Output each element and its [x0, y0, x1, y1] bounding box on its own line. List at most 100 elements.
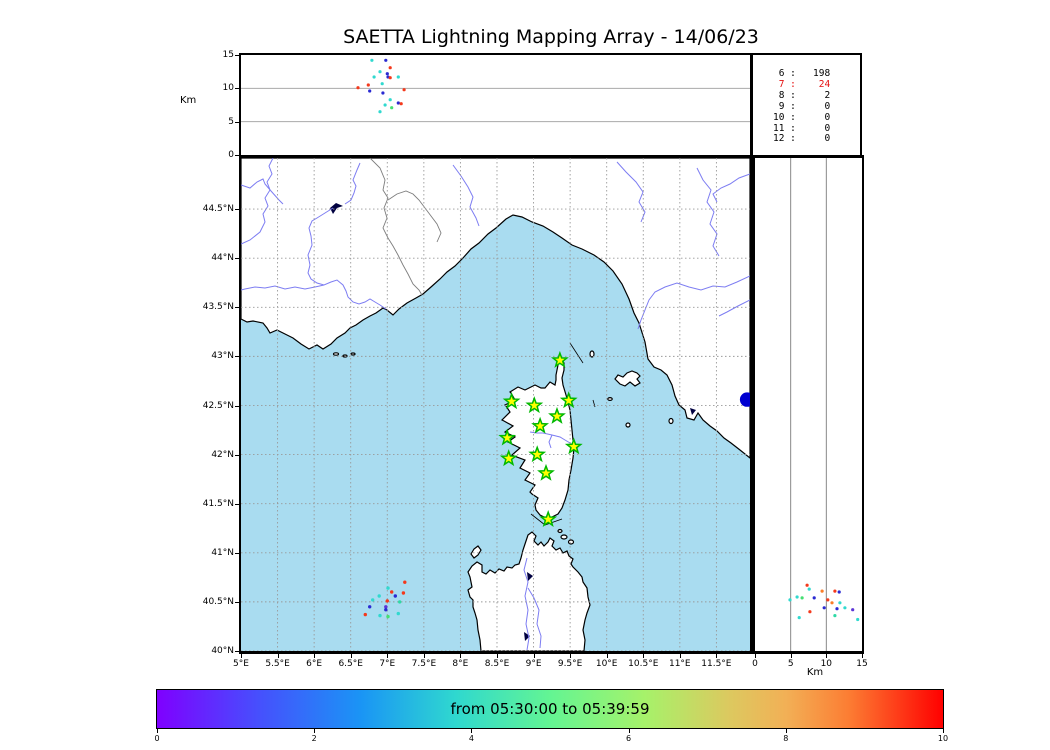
lat-tick-label: 40°N — [211, 646, 234, 656]
right-km-tick-label: 0 — [752, 659, 758, 669]
lon-tick-label: 11°E — [668, 659, 691, 669]
lon-tick — [460, 654, 462, 658]
mainland-landmass — [241, 158, 750, 459]
alt-tick — [235, 55, 239, 56]
lon-tick — [679, 654, 681, 658]
lat-tick — [235, 454, 239, 456]
altitude-scatter-plot — [241, 58, 750, 123]
time-colorbar: from 05:30:00 to 05:39:59 — [156, 689, 944, 729]
pianosa-island — [607, 397, 613, 402]
lat-tick — [235, 307, 239, 309]
capraia-island — [589, 350, 595, 358]
lon-tick-label: 7.5°E — [411, 659, 437, 669]
lon-tick-label: 8°E — [452, 659, 469, 669]
page-title: SAETTA Lightning Mapping Array - 14/06/2… — [343, 26, 759, 48]
alt-tick — [235, 155, 239, 156]
lat-tick-label: 41°N — [211, 547, 234, 558]
colorbar-tick-label: 2 — [311, 734, 317, 743]
lat-tick — [235, 503, 239, 505]
lat-tick — [235, 209, 239, 211]
colorbar-tick-label: 6 — [626, 734, 632, 743]
lon-tick-label: 9.5°E — [557, 659, 583, 669]
lma-station-star — [537, 463, 555, 481]
lon-tick-label: 9°E — [525, 659, 542, 669]
lma-station-star — [498, 428, 517, 446]
lon-tick-label: 5.5°E — [265, 659, 290, 669]
lma-station-star — [531, 416, 550, 434]
sardinia-landmass — [467, 531, 591, 651]
lon-tick — [497, 654, 498, 658]
colorbar-tick-label: 10 — [937, 734, 949, 743]
lon-tick — [606, 654, 608, 658]
station-count-row: 11 : 0 — [773, 122, 831, 134]
hyeres-island — [350, 352, 356, 356]
colorbar-tick — [157, 729, 158, 733]
station-count-row: 7 : 24 — [773, 78, 831, 90]
lma-station-star — [550, 350, 569, 368]
colorbar-tick — [943, 729, 944, 733]
lat-tick-label: 41.5°N — [202, 498, 234, 509]
lat-tick-label: 40.5°N — [202, 596, 234, 607]
blue-marker — [739, 392, 750, 407]
right-km-tick — [826, 654, 828, 658]
lon-tick — [643, 654, 645, 658]
lon-tick — [716, 654, 718, 658]
lat-tick-label: 43.5°N — [202, 302, 234, 313]
lon-tick-label: 7°E — [379, 659, 396, 669]
right-km-tick — [862, 654, 863, 658]
rivers — [241, 158, 750, 651]
alt-tick — [235, 121, 239, 123]
lon-tick-label: 6°E — [306, 659, 323, 669]
station-count-row: 9 : 0 — [773, 100, 831, 112]
colorbar-time-range-label: from 05:30:00 to 05:39:59 — [450, 700, 650, 718]
right-km-tick-label: 15 — [856, 659, 868, 669]
sardinia-lake — [524, 632, 530, 641]
colorbar-tick-label: 8 — [783, 734, 789, 743]
orbetello-lagoon — [690, 408, 696, 415]
right-km-tick-label: 5 — [787, 659, 794, 669]
lon-tick — [314, 654, 316, 658]
alt-tick — [235, 88, 239, 90]
alpine-lake — [330, 203, 343, 214]
colorbar-tick-label: 4 — [468, 734, 474, 743]
lon-tick-label: 5°E — [233, 659, 249, 669]
lakes — [330, 203, 696, 641]
lat-tick-label: 42°N — [211, 449, 234, 460]
lat-tick — [235, 356, 239, 358]
asinara-island — [470, 545, 482, 559]
giglio-island — [668, 417, 674, 425]
lma-station-star — [564, 437, 583, 455]
lma-stations — [498, 350, 583, 527]
maddalena-island — [560, 534, 568, 540]
lat-tick-label: 42.5°N — [202, 400, 234, 411]
lon-tick — [350, 654, 352, 658]
altitude-lat-scatter-plot — [788, 158, 860, 651]
colorbar-tick — [314, 729, 316, 733]
lat-tick-label: 44.5°N — [202, 204, 234, 215]
right-km-tick-label: 10 — [820, 659, 833, 669]
lon-tick-label: 10.5°E — [628, 659, 659, 669]
lma-station-star — [559, 391, 578, 409]
colorbar-tick — [628, 729, 630, 733]
alt-tick-label: 5 — [228, 116, 234, 127]
right-km-tick — [755, 654, 756, 658]
right-km-tick — [790, 654, 792, 658]
lma-station-star — [499, 449, 518, 467]
lat-tick — [235, 258, 239, 260]
colorbar-tick-label: 0 — [154, 734, 160, 743]
lma-station-star — [539, 510, 558, 527]
country-borders — [369, 158, 442, 296]
elba-island — [614, 370, 641, 387]
maddalena-island — [567, 539, 575, 545]
lon-tick-label: 8.5°E — [484, 659, 510, 669]
lon-tick-label: 10°E — [595, 659, 618, 669]
grid-lines — [241, 158, 750, 651]
lon-tick — [570, 654, 572, 658]
lat-tick — [235, 601, 239, 603]
map-panel — [239, 155, 754, 654]
station-count-row: 10 : 0 — [773, 111, 831, 123]
sardinia-lake — [527, 572, 533, 581]
lon-tick — [241, 654, 242, 658]
lon-tick — [277, 654, 279, 658]
